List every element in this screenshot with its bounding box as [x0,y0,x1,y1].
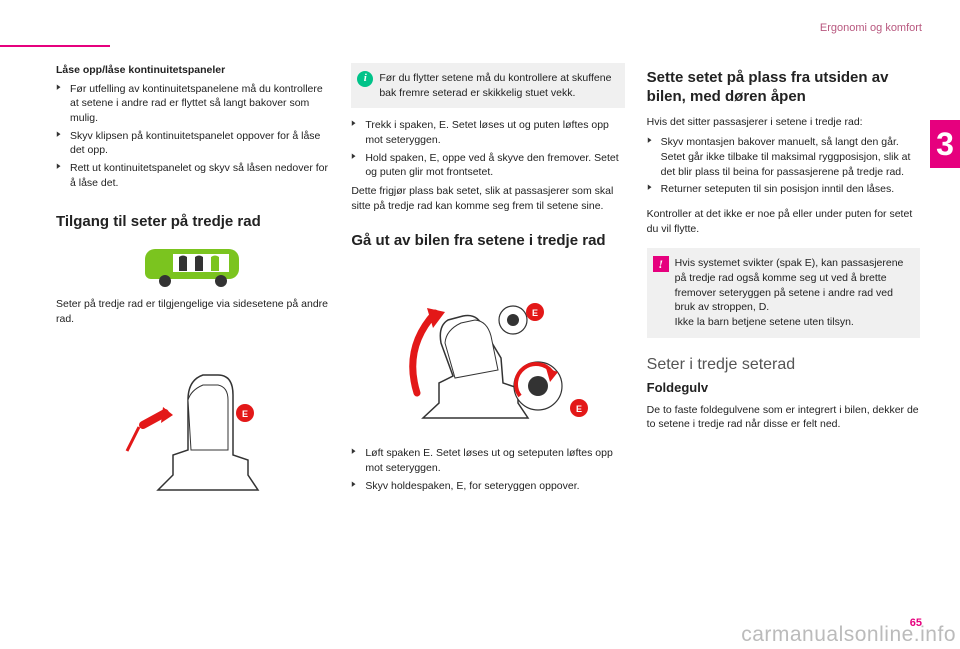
list-item: Før utfelling av kontinuitetspanelene må… [56,82,329,126]
seat-tilt-illustration: E [103,335,283,505]
section-label: Ergonomi og komfort [820,22,922,34]
col1-subheading: Låse opp/låse kontinuitetspaneler [56,63,329,78]
info-icon: i [357,71,373,87]
col1-body: Seter på tredje rad er tilgjengelige via… [56,297,329,326]
col3-heading-light: Seter i tredje seterad [647,356,920,374]
column-1: Låse opp/låse kontinuitetspaneler Før ut… [56,59,329,513]
col3-body2: De to faste foldegulvene som er integrer… [647,403,920,432]
page-header: Ergonomi og komfort [0,0,960,55]
badge-e: E [532,308,538,318]
badge-e: E [576,404,582,414]
list-item: Hold spaken, E, oppe ved å skyve den fre… [351,151,624,180]
watermark: carmanualsonline.info [741,623,956,647]
warning-callout: ! Hvis systemet svikter (spak E), kan pa… [647,248,920,337]
col2-para: Dette frigjør plass bak setet, slik at p… [351,184,624,213]
list-item: Skyv klipsen på kontinuitetspanelet oppo… [56,129,329,158]
list-item: Skyv montasjen bakover manuelt, så langt… [647,135,920,179]
info-text: Før du flytter setene må du kontrollere … [379,71,614,100]
col3-heading: Sette setet på plass fra utsiden av bile… [647,69,920,107]
accent-bar [0,45,110,47]
col1-bullets: Før utfelling av kontinuitetspanelene må… [56,82,329,191]
list-item: Rett ut kontinuitetspanelet og skyv så l… [56,161,329,190]
col2-bullets-a: Trekk i spaken, E. Setet løses ut og put… [351,118,624,180]
content-columns: Låse opp/låse kontinuitetspaneler Før ut… [0,55,960,513]
van-icon [143,239,243,289]
warning-icon: ! [653,256,669,272]
warning-text: Hvis systemet svikter (spak E), kan pass… [675,256,910,329]
chapter-badge: 3 [930,120,960,168]
column-3: Sette setet på plass fra utsiden av bile… [647,59,920,513]
list-item: Trekk i spaken, E. Setet løses ut og put… [351,118,624,147]
info-callout: i Før du flytter setene må du kontroller… [351,63,624,108]
col1-heading: Tilgang til seter på tredje rad [56,213,329,232]
col3-intro: Hvis det sitter passasjerer i setene i t… [647,115,920,130]
seat-fold-illustration: E E [383,258,593,438]
badge-e: E [242,409,248,419]
col3-para: Kontroller at det ikke er noe på eller u… [647,207,920,236]
col3-subheading: Foldegulv [647,380,920,395]
list-item: Løft spaken E. Setet løses ut og seteput… [351,446,624,475]
col2-heading: Gå ut av bilen fra setene i tredje rad [351,232,624,251]
list-item: Returner seteputen til sin posisjon innt… [647,182,920,197]
col2-bullets-b: Løft spaken E. Setet løses ut og seteput… [351,446,624,493]
list-item: Skyv holdespaken, E, for seteryggen oppo… [351,479,624,494]
col3-bullets: Skyv montasjen bakover manuelt, så langt… [647,135,920,197]
column-2: i Før du flytter setene må du kontroller… [351,59,624,513]
